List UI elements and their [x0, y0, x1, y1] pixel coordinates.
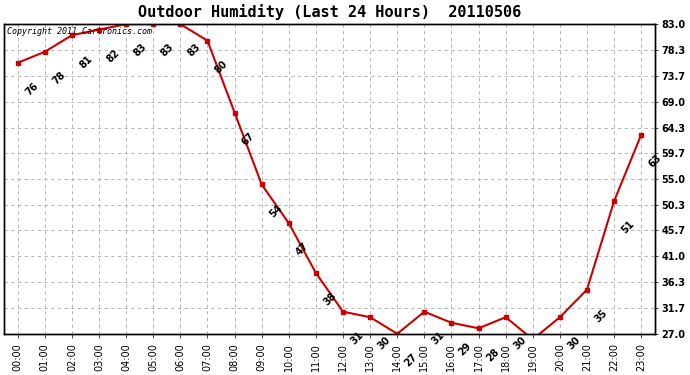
Text: 38: 38	[322, 291, 338, 308]
Text: 81: 81	[77, 53, 95, 70]
Text: 80: 80	[213, 59, 230, 75]
Text: 35: 35	[593, 308, 609, 324]
Text: 83: 83	[186, 42, 203, 59]
Text: 31: 31	[348, 330, 365, 346]
Text: 30: 30	[511, 335, 528, 352]
Text: 30: 30	[565, 335, 582, 352]
Text: 82: 82	[105, 48, 121, 64]
Text: 54: 54	[267, 202, 284, 219]
Text: 28: 28	[484, 346, 501, 363]
Text: 27: 27	[403, 352, 420, 369]
Text: 63: 63	[647, 153, 663, 170]
Text: 83: 83	[159, 42, 175, 59]
Text: Copyright 2011 Cartronics.com: Copyright 2011 Cartronics.com	[8, 27, 152, 36]
Text: 78: 78	[50, 70, 67, 87]
Text: 67: 67	[240, 130, 257, 147]
Text: 47: 47	[295, 241, 311, 258]
Title: Outdoor Humidity (Last 24 Hours)  20110506: Outdoor Humidity (Last 24 Hours) 2011050…	[138, 4, 521, 20]
Text: 76: 76	[23, 81, 40, 98]
Text: 29: 29	[457, 341, 473, 357]
Text: 83: 83	[132, 42, 148, 59]
Text: 51: 51	[620, 219, 636, 236]
Text: 26: 26	[0, 374, 1, 375]
Text: 31: 31	[430, 330, 446, 346]
Text: 30: 30	[375, 335, 393, 352]
